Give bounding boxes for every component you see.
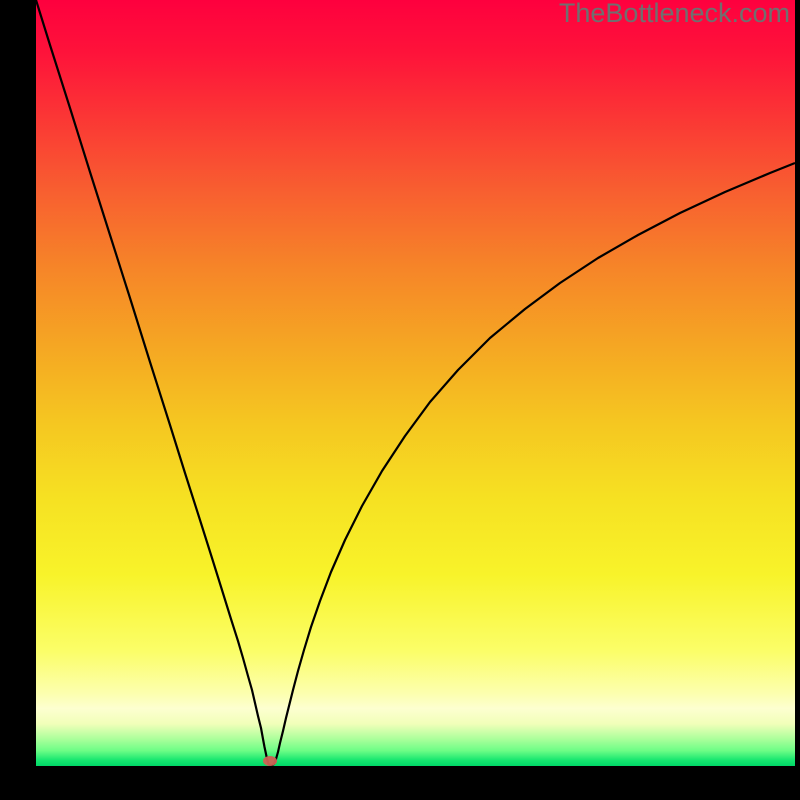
chart-container: TheBottleneck.com (0, 0, 800, 800)
axis-border-left (0, 0, 36, 800)
gradient-background (36, 0, 795, 766)
axis-border-bottom (0, 766, 800, 800)
bottleneck-chart (0, 0, 800, 800)
watermark-text: TheBottleneck.com (559, 0, 790, 29)
optimal-point-marker (263, 756, 277, 766)
axis-border-right (795, 0, 800, 800)
